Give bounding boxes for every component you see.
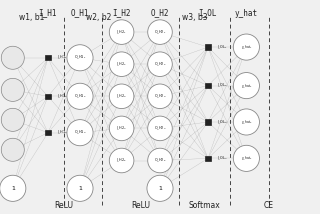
Bar: [45, 55, 51, 60]
Ellipse shape: [1, 138, 24, 161]
Ellipse shape: [233, 109, 260, 135]
Text: I_OL: I_OL: [199, 9, 217, 18]
Text: I_H2$_2$: I_H2$_2$: [116, 61, 127, 68]
Ellipse shape: [0, 175, 26, 201]
Text: I_H2$_3$: I_H2$_3$: [116, 93, 127, 100]
Text: 1: 1: [11, 186, 15, 191]
Text: I_OL$_2$: I_OL$_2$: [217, 82, 228, 89]
Bar: [205, 45, 211, 50]
Text: I_H1$_3$: I_H1$_3$: [57, 129, 68, 136]
Text: Softmax: Softmax: [189, 201, 221, 210]
Ellipse shape: [109, 84, 134, 108]
Ellipse shape: [1, 46, 24, 69]
Text: I_H1$_2$: I_H1$_2$: [57, 93, 68, 100]
Bar: [45, 94, 51, 99]
Text: y_hat: y_hat: [235, 9, 258, 18]
Text: O_H1$_1$: O_H1$_1$: [74, 54, 86, 61]
Bar: [45, 130, 51, 135]
Text: y_hat$_4$: y_hat$_4$: [241, 154, 252, 162]
Text: I_H2: I_H2: [112, 9, 131, 18]
Ellipse shape: [109, 20, 134, 44]
Text: O_H1: O_H1: [71, 9, 89, 18]
Text: O_H1$_2$: O_H1$_2$: [74, 93, 86, 100]
Ellipse shape: [67, 120, 93, 146]
Text: I_H1: I_H1: [39, 9, 57, 18]
Text: w2, b2: w2, b2: [86, 13, 112, 22]
Text: y_hat$_1$: y_hat$_1$: [241, 43, 252, 51]
Bar: [205, 119, 211, 125]
Text: 1: 1: [158, 186, 162, 191]
Text: O_H2$_1$: O_H2$_1$: [154, 28, 166, 36]
Text: CE: CE: [264, 201, 274, 210]
Text: O_H2$_4$: O_H2$_4$: [154, 125, 166, 132]
Ellipse shape: [109, 116, 134, 141]
Ellipse shape: [67, 45, 93, 71]
Text: w1, b1: w1, b1: [19, 13, 44, 22]
Ellipse shape: [148, 148, 172, 173]
Text: ReLU: ReLU: [131, 201, 150, 210]
Text: I_H2$_5$: I_H2$_5$: [116, 157, 127, 164]
Text: I_H1$_1$: I_H1$_1$: [57, 54, 68, 61]
Ellipse shape: [109, 148, 134, 173]
Text: O_H1$_3$: O_H1$_3$: [74, 129, 86, 136]
Text: I_H2$_4$: I_H2$_4$: [116, 125, 127, 132]
Bar: [205, 156, 211, 161]
Ellipse shape: [1, 108, 24, 131]
Ellipse shape: [233, 145, 260, 171]
Ellipse shape: [233, 73, 260, 99]
Text: O_H2$_2$: O_H2$_2$: [154, 61, 166, 68]
Text: y_hat$_2$: y_hat$_2$: [241, 82, 252, 90]
Text: w3, b3: w3, b3: [182, 13, 208, 22]
Text: I_OL$_1$: I_OL$_1$: [217, 43, 228, 51]
Ellipse shape: [147, 175, 173, 201]
Ellipse shape: [148, 84, 172, 108]
Text: I_H2$_1$: I_H2$_1$: [116, 28, 127, 36]
Text: O_H2: O_H2: [151, 9, 169, 18]
Ellipse shape: [67, 175, 93, 201]
Text: 1: 1: [78, 186, 82, 191]
Text: I_OL$_4$: I_OL$_4$: [217, 155, 228, 162]
Ellipse shape: [109, 52, 134, 76]
Text: I_OL$_3$: I_OL$_3$: [217, 118, 228, 126]
Text: ReLU: ReLU: [54, 201, 74, 210]
Ellipse shape: [148, 20, 172, 44]
Bar: [205, 83, 211, 88]
Text: O_H2$_3$: O_H2$_3$: [154, 93, 166, 100]
Ellipse shape: [67, 83, 93, 109]
Ellipse shape: [148, 52, 172, 76]
Text: O_H2$_5$: O_H2$_5$: [154, 157, 166, 164]
Ellipse shape: [148, 116, 172, 141]
Ellipse shape: [1, 78, 24, 101]
Ellipse shape: [233, 34, 260, 60]
Text: y_hat$_3$: y_hat$_3$: [241, 118, 252, 126]
